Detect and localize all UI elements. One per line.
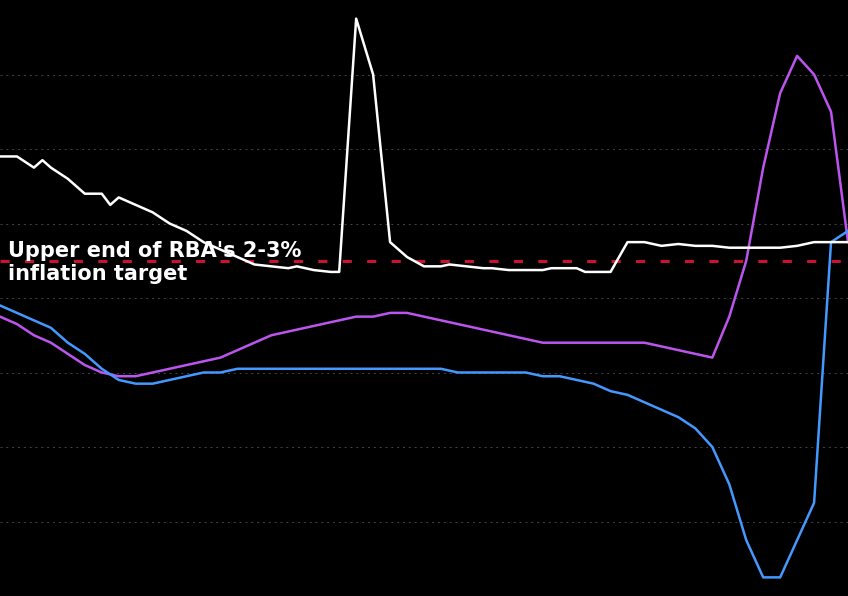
Text: Upper end of RBA's 2-3%
inflation target: Upper end of RBA's 2-3% inflation target xyxy=(8,241,302,284)
